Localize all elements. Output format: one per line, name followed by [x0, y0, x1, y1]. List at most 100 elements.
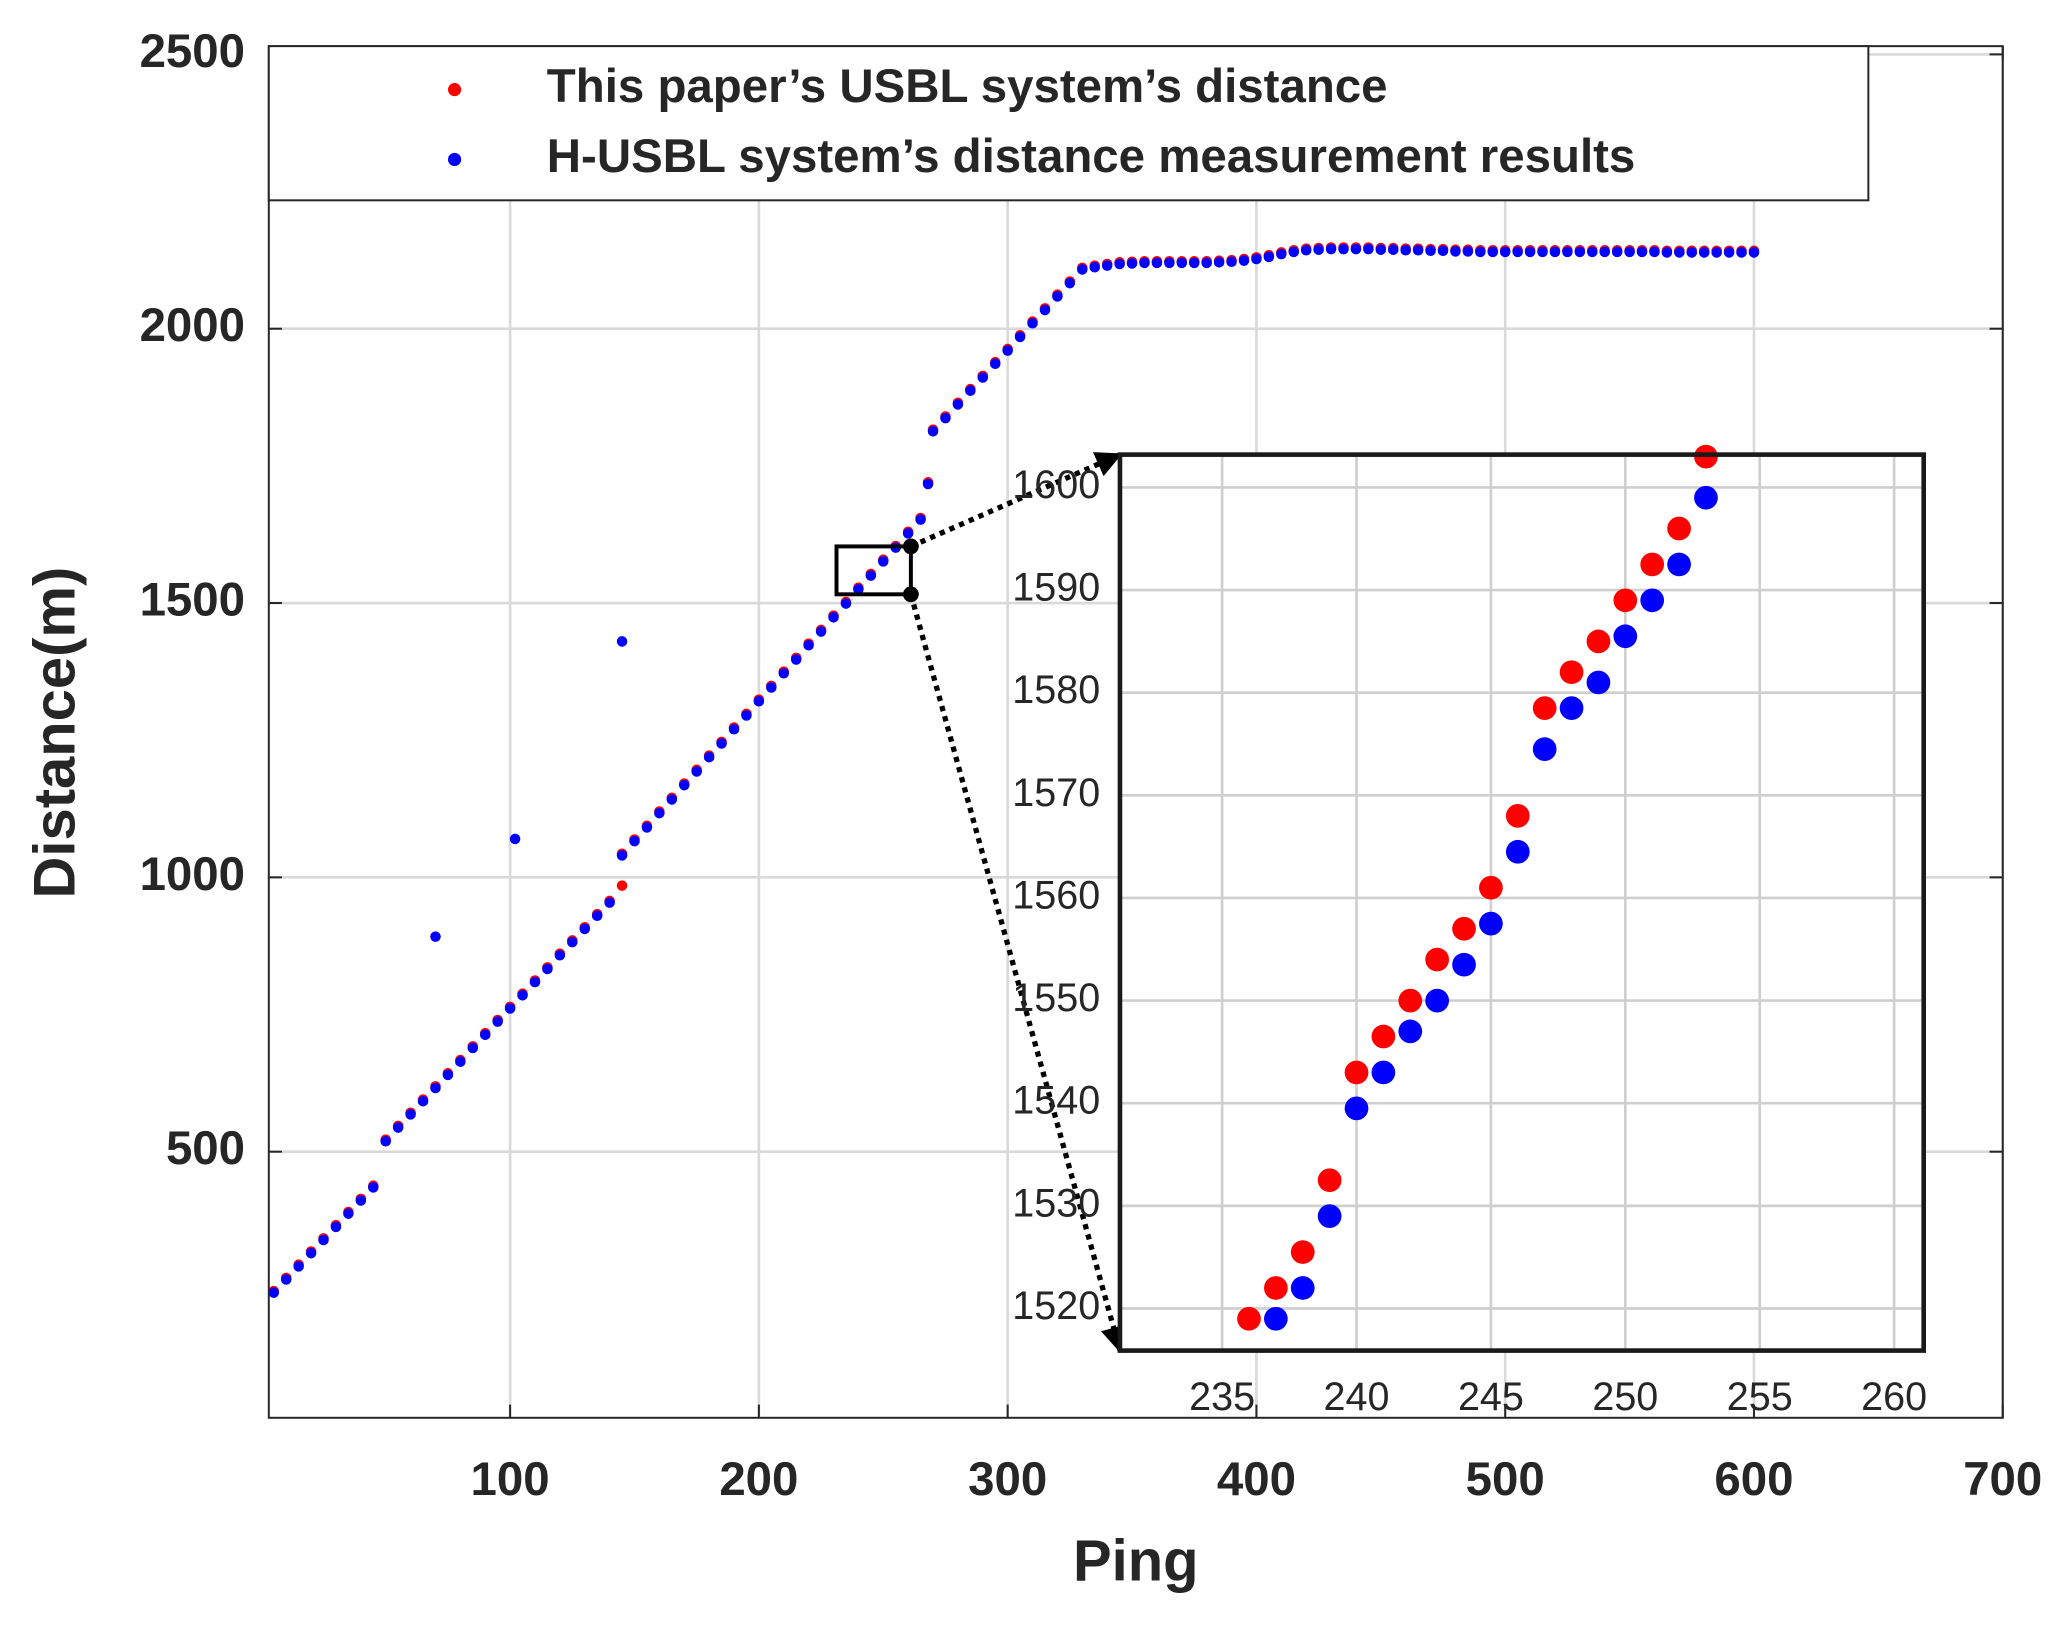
legend-label: This paper’s USBL system’s distance	[547, 60, 1388, 113]
point	[1338, 243, 1349, 255]
point	[1437, 245, 1449, 257]
point	[1398, 1019, 1423, 1044]
point	[865, 570, 877, 581]
point	[1586, 670, 1611, 695]
point	[1164, 257, 1175, 269]
point	[1450, 246, 1461, 257]
point	[1599, 246, 1610, 258]
point	[1587, 246, 1598, 258]
point	[1559, 660, 1584, 685]
point	[591, 910, 603, 922]
point	[517, 990, 528, 1001]
x-tick-label: 700	[1963, 1453, 2042, 1506]
point	[1317, 1168, 1342, 1193]
point	[1425, 988, 1450, 1013]
point	[691, 766, 702, 777]
point	[927, 426, 939, 437]
y-tick-label: 1580	[1012, 668, 1100, 712]
point	[1313, 244, 1324, 255]
point	[417, 1095, 429, 1107]
point	[1425, 947, 1450, 972]
point	[1114, 258, 1125, 270]
point	[1077, 264, 1088, 275]
point	[467, 1042, 479, 1054]
y-tick-label: 1500	[140, 574, 246, 627]
point	[554, 949, 566, 961]
x-axis-label: Ping	[1073, 1530, 1199, 1594]
point	[1711, 247, 1722, 258]
series	[1264, 485, 1718, 1331]
x-tick-label: 200	[719, 1453, 798, 1506]
point	[1188, 257, 1200, 269]
point	[293, 1261, 304, 1272]
point	[1505, 804, 1530, 828]
point	[1667, 516, 1691, 541]
point	[1412, 244, 1424, 256]
point	[1649, 246, 1660, 258]
point	[989, 358, 1001, 370]
point	[1512, 246, 1523, 258]
x-tick-label: 500	[1466, 1453, 1545, 1506]
point	[1251, 253, 1262, 265]
point	[579, 923, 591, 935]
point	[616, 850, 628, 861]
point	[542, 963, 553, 975]
point	[1371, 1060, 1396, 1085]
legend-marker	[447, 152, 462, 167]
point	[629, 835, 640, 847]
point	[1574, 246, 1586, 258]
point	[790, 654, 802, 665]
point	[509, 833, 521, 845]
point	[1290, 1240, 1315, 1264]
point	[616, 880, 628, 891]
point	[915, 514, 926, 525]
point	[1288, 246, 1300, 258]
y-tick-label: 1590	[1012, 566, 1100, 610]
point	[479, 1029, 491, 1041]
y-tick-label: 1520	[1012, 1284, 1100, 1328]
point	[1698, 247, 1710, 258]
point	[1694, 485, 1718, 510]
zoom-anchor	[902, 586, 919, 603]
point	[405, 1109, 416, 1120]
point	[728, 723, 740, 735]
point	[380, 1135, 391, 1147]
point	[1611, 246, 1623, 258]
point	[1139, 257, 1150, 269]
point	[654, 807, 665, 819]
point	[1201, 257, 1212, 269]
point	[1613, 624, 1638, 649]
zoom-arrow	[909, 452, 1123, 549]
x-tick-label: 245	[1458, 1375, 1524, 1419]
point	[1736, 247, 1747, 258]
point	[504, 1003, 516, 1014]
x-tick-label: 300	[968, 1453, 1047, 1506]
point	[492, 1016, 503, 1027]
point	[1640, 588, 1665, 613]
point	[1479, 911, 1503, 936]
point	[1537, 246, 1548, 258]
point	[1636, 246, 1648, 258]
point	[1213, 257, 1225, 268]
point	[1674, 247, 1685, 258]
point	[343, 1208, 354, 1219]
x-tick-label: 260	[1861, 1375, 1927, 1419]
x-tick-label: 400	[1217, 1453, 1296, 1506]
point	[828, 612, 839, 623]
point	[1562, 246, 1573, 258]
point	[1505, 839, 1530, 864]
point	[1524, 246, 1536, 258]
point	[1475, 246, 1486, 258]
x-tick-label: 240	[1324, 1375, 1390, 1419]
point	[1237, 1306, 1261, 1331]
point	[803, 640, 814, 651]
point	[778, 667, 790, 679]
point	[840, 598, 852, 609]
point	[940, 412, 951, 424]
point	[1398, 988, 1423, 1013]
point	[455, 1056, 466, 1067]
y-tick-label: 1560	[1012, 873, 1100, 917]
point	[1300, 244, 1312, 256]
point	[1264, 1276, 1288, 1300]
